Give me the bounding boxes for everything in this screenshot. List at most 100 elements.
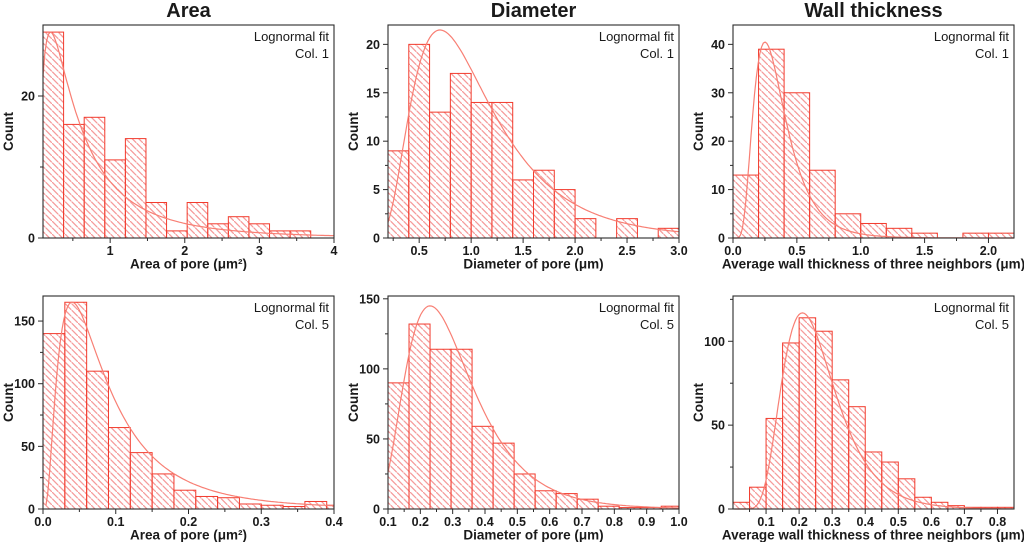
histogram-bar <box>227 216 250 239</box>
y-axis-label: Count <box>346 383 361 422</box>
y-tick-label: 50 <box>21 440 35 454</box>
panel-wall-thickness-col5: 0.1 0.2 0.3 0.4 0.5 0.6 0.7 0.8 0 50 100 Average wa… <box>690 271 1024 542</box>
x-tick-label: 2 <box>181 244 188 258</box>
y-axis-label: Count <box>346 112 361 151</box>
histogram-bar <box>962 232 989 239</box>
histogram-bar <box>512 179 535 239</box>
axes: 0.1 0.2 0.3 0.4 0.5 0.6 0.7 0.8 0 50 100 <box>704 298 1006 529</box>
histogram-svg: 0.5 1.0 1.5 2.0 2.5 3.0 0 5 10 15 20 Diameter of po… <box>346 0 688 272</box>
y-tick-label: 0 <box>28 232 35 246</box>
x-axis-label: Average wall thickness of three neighbor… <box>722 528 1024 542</box>
y-tick-label: 5 <box>373 183 380 197</box>
histogram-bar <box>195 495 219 510</box>
histogram-bars <box>42 31 312 239</box>
x-tick-label: 0.6 <box>541 515 558 529</box>
histogram-bar <box>513 473 536 510</box>
x-tick-label: 0.4 <box>857 515 874 529</box>
axes: 0.5 1.0 1.5 2.0 2.5 3.0 0 5 10 15 20 <box>366 38 688 258</box>
x-axis-label: Average wall thickness of three neighbor… <box>722 257 1024 272</box>
legend-line-2: Col. 1 <box>640 46 674 61</box>
legend: Lognormal fit Col. 5 <box>599 300 675 332</box>
legend: Lognormal fit Col. 5 <box>934 300 1010 332</box>
histogram-bars <box>387 43 680 239</box>
lognormal-fit-line <box>387 305 679 509</box>
x-tick-label: 2.5 <box>618 244 635 258</box>
x-tick-label: 0.0 <box>724 244 741 258</box>
histogram-svg: 0.0 0.1 0.2 0.3 0.4 0 50 100 150 Area of pore (μm… <box>1 295 343 542</box>
axes: 0.1 0.2 0.3 0.4 0.5 0.6 0.7 0.8 0.9 1.0 0 50 100 150 <box>359 292 688 529</box>
histogram-bar <box>42 31 65 239</box>
legend: Lognormal fit Col. 1 <box>934 29 1010 61</box>
y-tick-label: 20 <box>711 135 725 149</box>
y-tick-label: 0 <box>373 503 380 517</box>
histogram-bar <box>42 333 66 510</box>
y-axis-label: Count <box>1 112 16 151</box>
histogram-bar <box>429 111 451 239</box>
histogram-svg: 0.1 0.2 0.3 0.4 0.5 0.6 0.7 0.8 0.9 1.0 0 50 100 150 D… <box>346 292 688 542</box>
histogram-bar <box>429 348 452 510</box>
y-tick-label: 30 <box>711 86 725 100</box>
lognormal-fit-line <box>42 31 335 237</box>
histogram-bar <box>387 382 410 510</box>
x-tick-label: 1.0 <box>852 244 869 258</box>
histogram-bar <box>783 92 811 239</box>
histogram-bar <box>553 189 576 239</box>
x-tick-label: 0.4 <box>476 515 493 529</box>
legend-line-1: Lognormal fit <box>599 29 675 44</box>
x-tick-label: 0.3 <box>823 515 840 529</box>
y-tick-label: 20 <box>21 90 35 104</box>
histogram-bar <box>166 230 188 239</box>
plot-frame <box>732 295 1015 510</box>
histogram-bars <box>387 323 680 510</box>
legend-line-2: Col. 5 <box>975 317 1009 332</box>
panel-area-col5: 0.0 0.1 0.2 0.3 0.4 0 50 100 150 Area of pore (μm… <box>0 271 345 542</box>
histogram-svg: 0.0 0.5 1.0 1.5 2.0 0 10 20 30 40 Average wall thi… <box>691 0 1024 272</box>
y-tick-label: 40 <box>711 38 725 52</box>
y-tick-label: 20 <box>366 38 380 52</box>
lognormal-fit-line <box>387 29 680 233</box>
histogram-bars <box>42 301 335 510</box>
x-tick-label: 3.0 <box>670 244 687 258</box>
histogram-svg: 0.1 0.2 0.3 0.4 0.5 0.6 0.7 0.8 0 50 100 Average wa… <box>691 295 1024 542</box>
histogram-svg: 1 2 3 4 0 20 Area of pore (μm²) Count Lognormal … <box>1 0 338 272</box>
y-tick-label: 0 <box>718 503 725 517</box>
x-tick-label: 1.0 <box>462 244 479 258</box>
x-tick-label: 3 <box>256 244 263 258</box>
histogram-bar <box>987 232 1015 239</box>
legend-line-1: Lognormal fit <box>599 300 675 315</box>
y-tick-label: 15 <box>366 86 380 100</box>
legend-line-1: Lognormal fit <box>934 29 1010 44</box>
x-tick-label: 0.5 <box>509 515 526 529</box>
y-tick-label: 0 <box>28 503 35 517</box>
histogram-bar <box>151 473 175 510</box>
panel-area-col1: 1 2 3 4 0 20 Area of pore (μm²) Count Lognormal … <box>0 0 345 271</box>
x-axis-label: Area of pore (μm²) <box>130 257 247 272</box>
histogram-bar <box>809 169 836 239</box>
x-tick-label: 1.0 <box>670 515 687 529</box>
histogram-bar <box>260 504 284 510</box>
histogram-bar <box>104 159 126 239</box>
histogram-bar <box>834 213 862 239</box>
histogram-bar <box>782 342 800 510</box>
axes: 1 2 3 4 0 20 <box>21 90 337 259</box>
legend-line-2: Col. 1 <box>975 46 1009 61</box>
histogram-bar <box>83 116 106 239</box>
histogram-bar <box>449 72 472 239</box>
histogram-bar <box>533 169 555 239</box>
histogram-bar <box>450 348 473 510</box>
legend-line-2: Col. 5 <box>640 317 674 332</box>
histogram-bar <box>387 150 410 239</box>
x-axis-label: Diameter of pore (μm) <box>463 257 603 272</box>
histogram-bar <box>897 478 916 510</box>
legend-line-1: Lognormal fit <box>254 29 330 44</box>
legend: Lognormal fit Col. 5 <box>254 300 330 332</box>
column-title: Diameter <box>491 0 577 22</box>
lognormal-fit-line <box>45 301 335 507</box>
histogram-bar <box>186 202 209 239</box>
histogram-bar <box>408 43 431 239</box>
histogram-bars <box>732 317 1015 510</box>
histogram-bar <box>798 317 817 510</box>
y-axis-label: Count <box>691 112 706 151</box>
x-tick-label: 0.3 <box>444 515 461 529</box>
histogram-bar <box>248 223 271 239</box>
